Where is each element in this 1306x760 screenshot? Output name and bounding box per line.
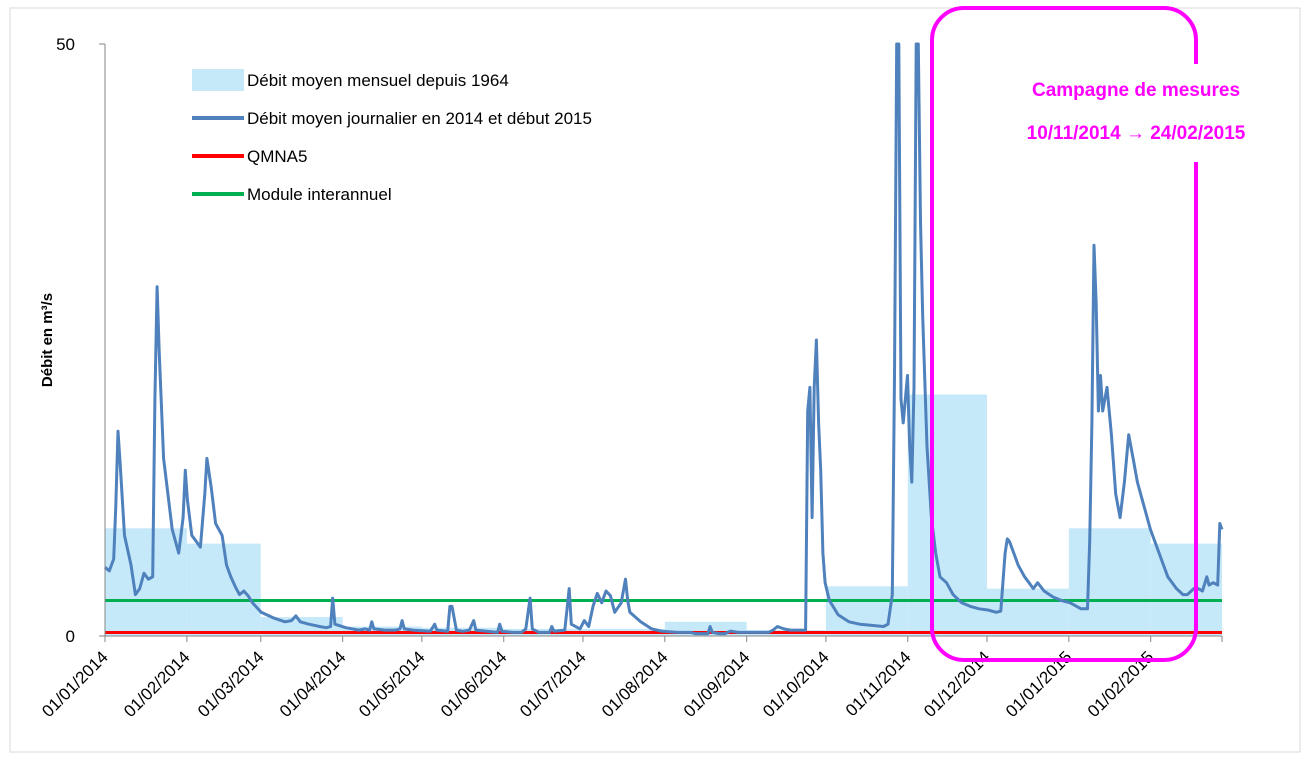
legend-label: Débit moyen journalier en 2014 et début … xyxy=(247,109,592,128)
monthly-mean-bar xyxy=(907,394,987,636)
daily-flow-line xyxy=(104,42,1224,636)
monthly-mean-bar xyxy=(186,543,261,636)
monthly-mean-bar xyxy=(1068,528,1151,636)
monthly-mean-bar xyxy=(825,586,908,636)
legend: Débit moyen mensuel depuis 1964 Débit moy… xyxy=(192,69,592,204)
campaign-frame xyxy=(930,6,1198,662)
annotation-line-2: 10/11/2014 → 24/02/2015 xyxy=(1027,123,1246,144)
daily-flow-series xyxy=(104,42,1224,636)
legend-label: QMNA5 xyxy=(247,147,307,166)
monthly-mean-bar xyxy=(105,528,187,636)
legend-label: Module interannuel xyxy=(247,185,392,204)
legend-label: Débit moyen mensuel depuis 1964 xyxy=(247,71,509,90)
annotation-line-1: Campagne de mesures xyxy=(1032,80,1240,101)
y-axis-label: Débit en m³/s xyxy=(39,293,56,387)
campaign-annotation: Campagne de mesures 10/11/2014 → 24/02/20… xyxy=(930,6,1287,662)
y-tick-label: 50 xyxy=(56,35,75,54)
y-tick-label: 0 xyxy=(66,627,75,646)
chart-border xyxy=(9,7,1301,753)
legend-swatch xyxy=(192,69,244,91)
annotation-background xyxy=(985,64,1287,162)
